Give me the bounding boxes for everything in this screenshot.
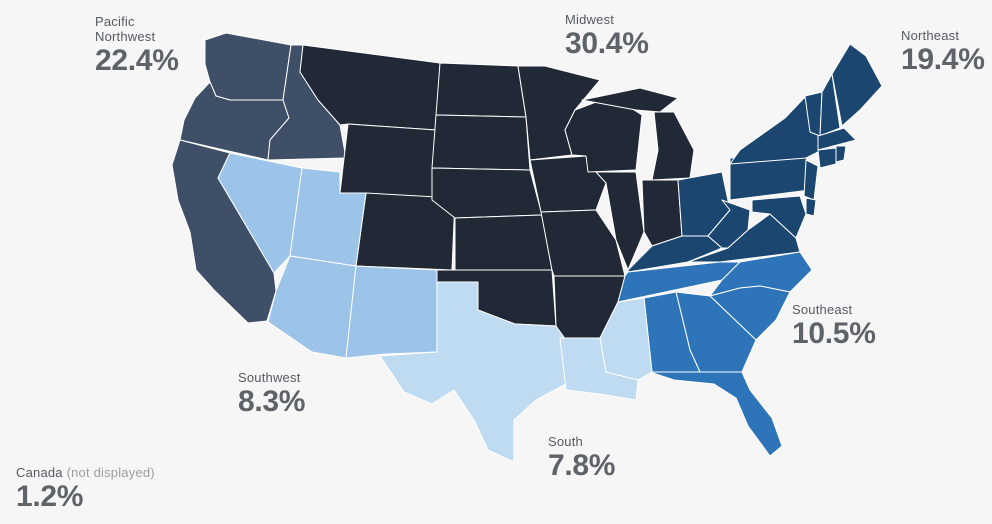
region-pct-south: 7.8%	[548, 449, 616, 482]
state-nebraska	[431, 167, 543, 219]
state-nevada	[217, 152, 303, 274]
state-west-virginia	[707, 199, 751, 249]
label-canada: Canada (not displayed) 1.2%	[16, 465, 155, 512]
label-pacific-northwest: Pacific Northwest 22.4%	[95, 14, 185, 76]
state-rhode-island	[835, 145, 847, 163]
region-name-northeast: Northeast	[901, 28, 960, 43]
region-pct-pacific-northwest: 22.4%	[95, 44, 179, 77]
state-michigan-upper	[581, 87, 679, 113]
region-pct-midwest: 30.4%	[565, 27, 649, 60]
region-pct-southwest: 8.3%	[238, 385, 306, 418]
state-new-jersey	[803, 159, 819, 201]
region-name-southwest: Southwest	[238, 370, 301, 385]
state-connecticut	[817, 147, 837, 169]
region-pct-northeast: 19.4%	[901, 43, 985, 76]
state-florida	[649, 371, 783, 457]
state-maryland	[751, 195, 807, 239]
state-north-dakota	[435, 62, 527, 118]
state-iowa	[529, 155, 607, 213]
state-indiana	[641, 179, 683, 247]
state-wyoming	[339, 123, 437, 201]
label-southeast: Southeast 10.5%	[792, 302, 876, 349]
label-south: South 7.8%	[548, 434, 615, 481]
state-massachusetts	[817, 127, 857, 151]
state-kansas	[454, 214, 553, 271]
region-pct-canada: 1.2%	[16, 480, 84, 513]
state-michigan-lower	[651, 111, 695, 181]
region-name-south: South	[548, 434, 583, 449]
state-texas	[379, 281, 567, 463]
state-washington	[204, 32, 292, 105]
region-name-pacific-northwest: Pacific Northwest	[95, 14, 156, 44]
state-new-hampshire	[819, 73, 841, 137]
state-arizona	[267, 255, 357, 359]
state-maine	[831, 43, 883, 127]
label-midwest: Midwest 30.4%	[565, 12, 649, 59]
label-northeast: Northeast 19.4%	[901, 28, 985, 75]
region-name-canada: Canada	[16, 465, 63, 480]
state-new-mexico	[345, 265, 438, 359]
state-delaware	[805, 197, 817, 217]
region-name-southeast: Southeast	[792, 302, 853, 317]
region-note-canada: (not displayed)	[66, 465, 155, 480]
region-pct-southeast: 10.5%	[792, 317, 876, 350]
label-southwest: Southwest 8.3%	[238, 370, 305, 417]
state-south-dakota	[431, 114, 531, 171]
state-mississippi	[599, 297, 653, 381]
region-name-midwest: Midwest	[565, 12, 615, 27]
